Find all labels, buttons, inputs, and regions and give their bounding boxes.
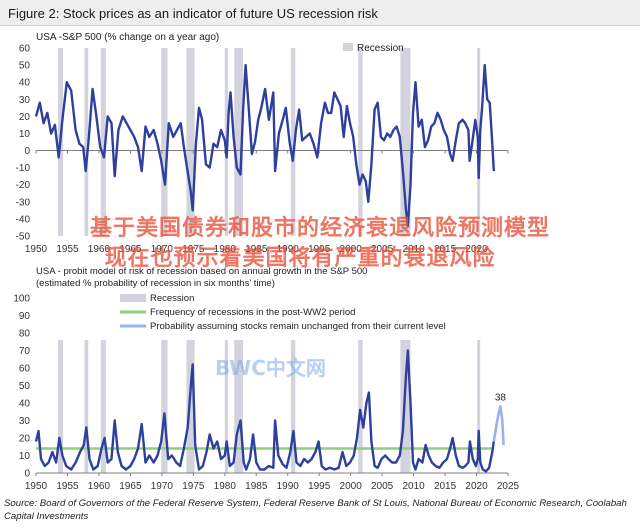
recession-band: [234, 340, 244, 473]
x-tick-label: 2025: [497, 481, 520, 492]
recession-band: [186, 48, 195, 236]
x-tick-label: 1960: [88, 244, 111, 255]
chart-title: USA - probit model of risk of recession …: [36, 266, 367, 277]
x-tick-label: 1965: [119, 481, 142, 492]
projection-line: [492, 405, 505, 446]
x-tick-label: 1955: [56, 244, 79, 255]
recession-band: [186, 340, 195, 473]
x-tick-label: 1970: [151, 244, 174, 255]
y-tick-label: 90: [19, 311, 31, 322]
recession-band: [161, 48, 168, 236]
recession-band: [358, 48, 363, 236]
x-tick-label: 1975: [182, 481, 205, 492]
y-tick-label: 50: [19, 61, 31, 72]
recession-band: [84, 340, 89, 473]
x-tick-label: 2010: [402, 481, 425, 492]
x-tick-label: 2000: [340, 244, 363, 255]
sp500-change-line: [34, 63, 495, 227]
x-tick-label: 1980: [214, 244, 237, 255]
y-tick-label: -50: [16, 232, 31, 243]
watermark-text: BWC中文网: [215, 356, 326, 380]
y-tick-label: -10: [16, 163, 31, 174]
chart-subtitle: (estimated % probability of recession in…: [36, 278, 275, 289]
recession-band: [477, 340, 481, 473]
y-tick-label: 60: [19, 364, 31, 375]
legend-label-recession: Recession: [357, 43, 404, 54]
y-tick-label: -30: [16, 197, 31, 208]
x-tick-label: 2005: [371, 244, 394, 255]
x-tick-label: 2020: [465, 244, 488, 255]
probability-line: [34, 349, 495, 473]
x-tick-label: 1985: [245, 481, 268, 492]
recession-band: [224, 340, 228, 473]
recession-band: [84, 48, 89, 236]
legend-swatch-recession: [343, 43, 353, 51]
x-tick-label: 1990: [277, 244, 300, 255]
x-tick-label: 1970: [151, 481, 174, 492]
recession-band: [100, 48, 106, 236]
y-tick-label: 30: [19, 95, 31, 106]
y-tick-label: 100: [13, 294, 30, 305]
y-tick-label: 10: [19, 451, 31, 462]
x-tick-label: 2000: [340, 481, 363, 492]
x-tick-label: 1975: [182, 244, 205, 255]
x-tick-label: 1995: [308, 244, 331, 255]
x-tick-label: 1995: [308, 481, 331, 492]
y-tick-label: 30: [19, 416, 31, 427]
x-tick-label: 1960: [88, 481, 111, 492]
y-tick-label: 60: [19, 44, 31, 55]
y-tick-label: 80: [19, 329, 31, 340]
chart-title: USA -S&P 500 (% change on a year ago): [36, 32, 219, 43]
x-tick-label: 2015: [434, 481, 457, 492]
y-tick-label: -40: [16, 214, 31, 225]
x-tick-label: 2010: [402, 244, 425, 255]
recession-band: [358, 340, 363, 473]
x-tick-label: 1950: [25, 481, 48, 492]
projection-peak-label: 38: [495, 393, 507, 404]
y-tick-label: 40: [19, 78, 31, 89]
legend-label-projection: Probability assuming stocks remain uncha…: [150, 321, 446, 332]
legend-label-frequency: Frequency of recessions in the post-WW2 …: [150, 307, 355, 318]
y-tick-label: 0: [24, 469, 30, 480]
y-tick-label: 0: [24, 146, 30, 157]
x-tick-label: 1980: [214, 481, 237, 492]
x-tick-label: 1985: [245, 244, 268, 255]
x-tick-label: 1955: [56, 481, 79, 492]
y-tick-label: 40: [19, 399, 31, 410]
recession-band: [100, 340, 106, 473]
recession-band: [290, 48, 296, 236]
legend-label-recession: Recession: [150, 293, 194, 304]
recession-band: [290, 340, 296, 473]
x-tick-label: 2015: [434, 244, 457, 255]
y-tick-label: 10: [19, 129, 31, 140]
x-tick-label: 2020: [465, 481, 488, 492]
x-tick-label: 1965: [119, 244, 142, 255]
x-tick-label: 1990: [277, 481, 300, 492]
recession-band: [400, 48, 411, 236]
legend-swatch-recession: [120, 294, 146, 302]
source-note: Source: Board of Governors of the Federa…: [4, 498, 627, 522]
x-tick-label: 2005: [371, 481, 394, 492]
y-tick-label: 20: [19, 434, 31, 445]
y-tick-label: 20: [19, 112, 31, 123]
y-tick-label: -20: [16, 180, 31, 191]
figure-title: Figure 2: Stock prices as an indicator o…: [0, 0, 640, 26]
x-tick-label: 1950: [25, 244, 48, 255]
y-tick-label: 70: [19, 346, 31, 357]
recession-band: [234, 48, 244, 236]
recession-band: [161, 340, 168, 473]
y-tick-label: 50: [19, 381, 31, 392]
recession-band: [58, 340, 64, 473]
